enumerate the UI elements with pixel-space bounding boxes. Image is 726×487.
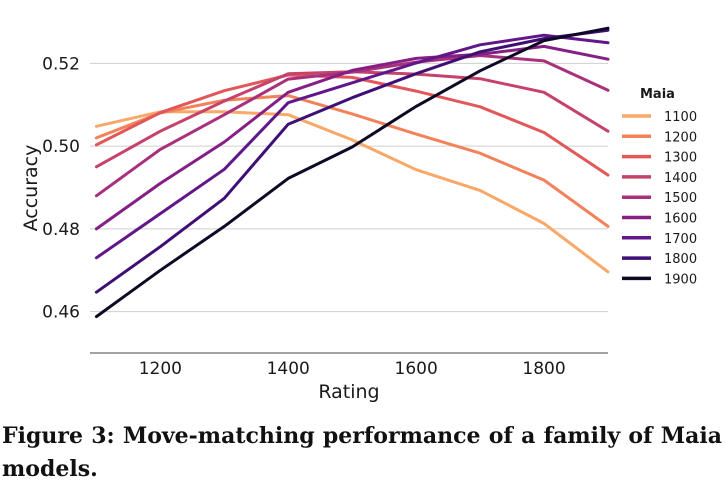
series-line-1800 [94,28,610,294]
x-tick-label: 1400 [267,359,310,379]
series-line-1700 [94,33,610,260]
x-tick-label: 1200 [139,359,182,379]
series-line-1300 [94,73,610,177]
series-line-1400 [94,70,610,169]
series-line-1900 [94,26,610,319]
y-tick-label: 0.48 [42,220,80,240]
legend-label-1800: 1800 [664,252,697,267]
legend-label-1600: 1600 [664,212,697,227]
y-tick-label: 0.50 [42,137,80,157]
figure-caption: Figure 3: Move-matching performance of a… [2,423,722,482]
series-line-1500 [94,54,610,198]
legend-label-1700: 1700 [664,232,697,247]
x-axis-label: Rating [318,381,379,403]
legend-label-1400: 1400 [664,171,697,186]
legend-label-1900: 1900 [664,272,697,287]
legend-label-1200: 1200 [664,130,697,145]
accuracy-line-chart: 1200 1400 1600 1800 0.46 0.48 0.50 0.52 Rating… [20,26,697,403]
x-tick-labels: 1200 1400 1600 1800 [139,359,566,379]
series-line-1600 [94,44,610,231]
x-tick-label: 1800 [522,359,565,379]
legend-label-1100: 1100 [664,110,697,125]
gridlines [90,62,608,313]
legend-items: 1100 1200 1300 1400 1500 1600 1700 1800 1900 [622,110,697,287]
y-tick-labels: 0.46 0.48 0.50 0.52 [42,54,80,322]
y-tick-label: 0.46 [42,303,80,323]
x-tick-label: 1600 [395,359,438,379]
series-line-1100 [94,110,610,274]
legend-label-1300: 1300 [664,151,697,166]
series-line-1200 [94,94,610,228]
series-lines [94,26,610,319]
y-tick-label: 0.52 [42,54,80,74]
legend-title: Maia [640,87,675,102]
legend-label-1500: 1500 [664,191,697,206]
y-axis-label: Accuracy [20,145,42,232]
legend: Maia 1100 1200 1300 1400 1500 1600 1700 1800 190… [622,87,697,287]
